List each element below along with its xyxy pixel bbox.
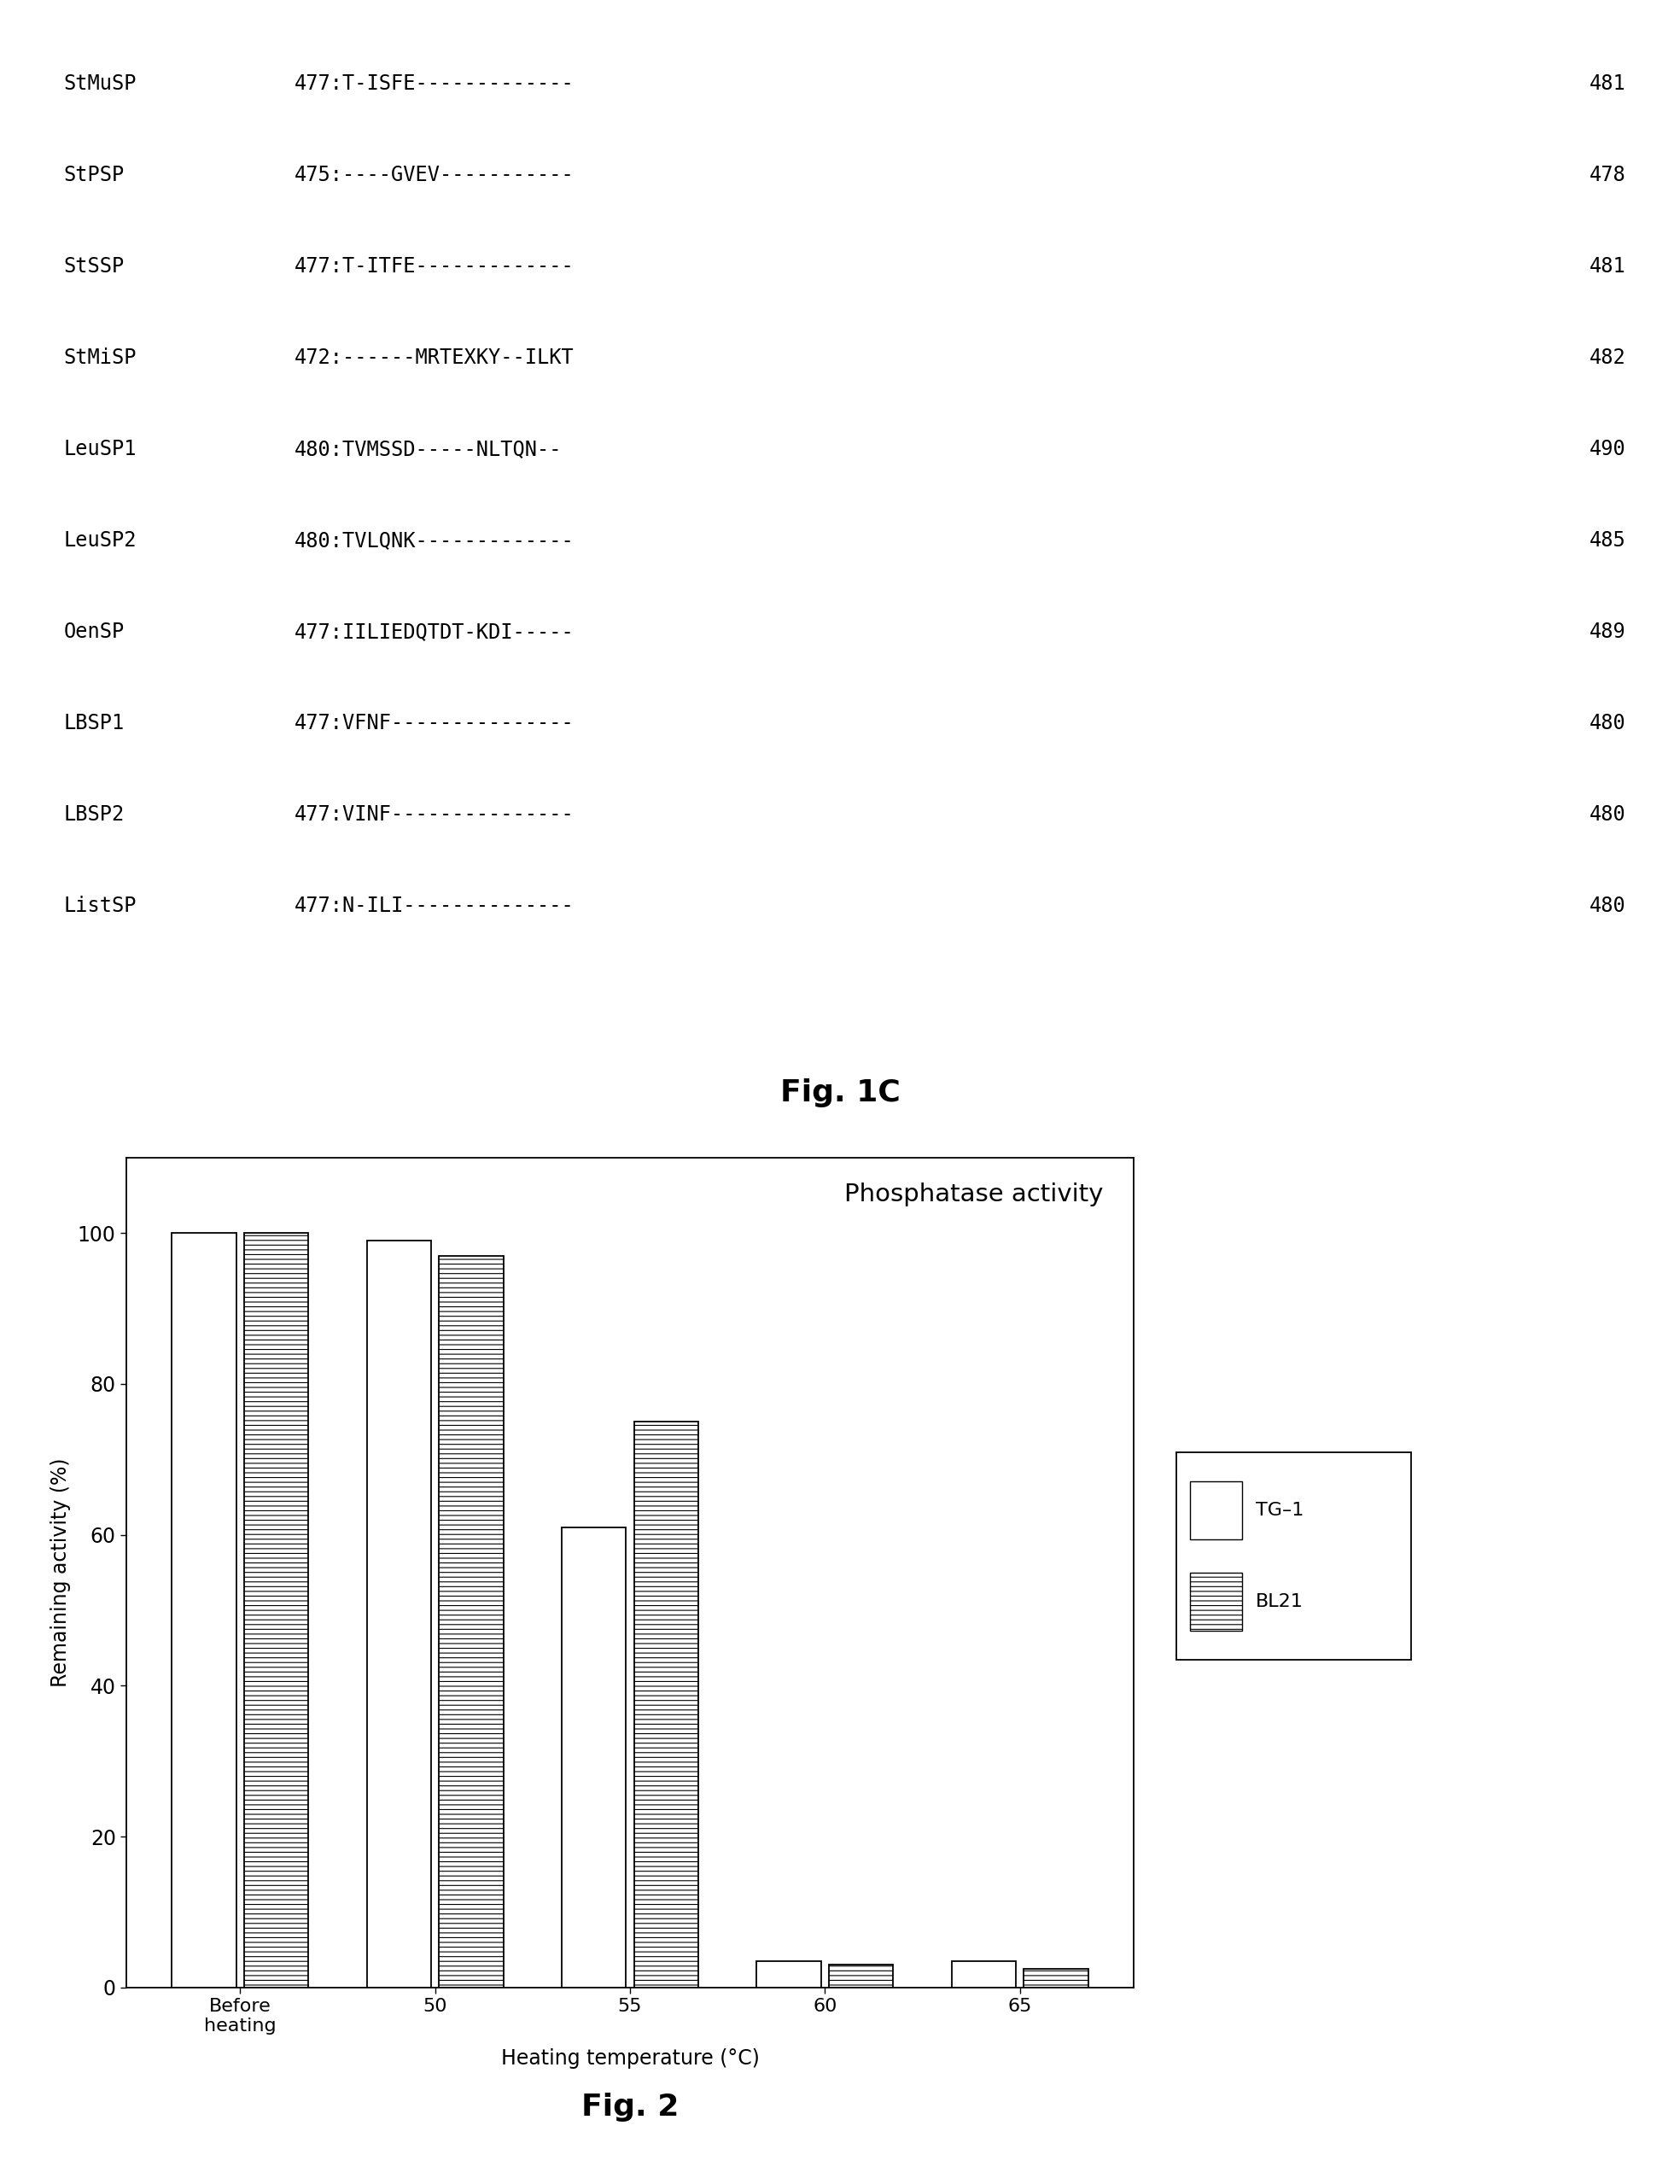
Text: 485: 485 bbox=[1589, 531, 1626, 550]
Text: Heating temperature (°C): Heating temperature (°C) bbox=[501, 2049, 759, 2068]
Bar bbox=[561, 1527, 627, 1987]
Bar bbox=[633, 1422, 699, 1987]
Text: 477:VINF---------------: 477:VINF--------------- bbox=[294, 804, 575, 826]
Bar bbox=[438, 1256, 504, 1987]
Bar bbox=[951, 1961, 1016, 1987]
Text: 477:VFNF---------------: 477:VFNF--------------- bbox=[294, 714, 575, 734]
Text: 480: 480 bbox=[1589, 895, 1626, 917]
Text: StMuSP: StMuSP bbox=[64, 74, 136, 94]
Text: LBSP1: LBSP1 bbox=[64, 714, 124, 734]
Text: StMiSP: StMiSP bbox=[64, 347, 136, 369]
Text: StPSP: StPSP bbox=[64, 166, 124, 186]
Text: 480:TVMSSD-----NLTQN--: 480:TVMSSD-----NLTQN-- bbox=[294, 439, 561, 459]
Bar bbox=[366, 1241, 432, 1987]
Text: 481: 481 bbox=[1589, 74, 1626, 94]
Text: 480: 480 bbox=[1589, 714, 1626, 734]
Y-axis label: Remaining activity (%): Remaining activity (%) bbox=[50, 1459, 71, 1686]
Text: TG–1: TG–1 bbox=[1257, 1503, 1304, 1520]
Text: Fig. 2: Fig. 2 bbox=[581, 2092, 679, 2121]
Text: 472:------MRTEXKY--ILKT: 472:------MRTEXKY--ILKT bbox=[294, 347, 575, 369]
Text: LeuSP2: LeuSP2 bbox=[64, 531, 136, 550]
Text: 477:T-ITFE-------------: 477:T-ITFE------------- bbox=[294, 256, 575, 277]
Text: 477:T-ISFE-------------: 477:T-ISFE------------- bbox=[294, 74, 575, 94]
Text: Phosphatase activity: Phosphatase activity bbox=[845, 1182, 1104, 1206]
Text: OenSP: OenSP bbox=[64, 622, 124, 642]
Bar bbox=[828, 1966, 894, 1987]
Text: 480: 480 bbox=[1589, 804, 1626, 826]
Text: LeuSP1: LeuSP1 bbox=[64, 439, 136, 459]
Bar bbox=[244, 1234, 309, 1987]
Text: 482: 482 bbox=[1589, 347, 1626, 369]
Text: 475:----GVEV-----------: 475:----GVEV----------- bbox=[294, 166, 575, 186]
Text: ListSP: ListSP bbox=[64, 895, 136, 917]
Bar bbox=[756, 1961, 822, 1987]
Text: BL21: BL21 bbox=[1257, 1592, 1304, 1610]
Text: StSSP: StSSP bbox=[64, 256, 124, 277]
Text: 490: 490 bbox=[1589, 439, 1626, 459]
Bar bbox=[1189, 1572, 1242, 1631]
Text: 477:N-ILI--------------: 477:N-ILI-------------- bbox=[294, 895, 575, 917]
Text: LBSP2: LBSP2 bbox=[64, 804, 124, 826]
Text: 477:IILIEDQTDT-KDI-----: 477:IILIEDQTDT-KDI----- bbox=[294, 622, 575, 642]
Text: 478: 478 bbox=[1589, 166, 1626, 186]
Bar bbox=[1189, 1481, 1242, 1540]
Text: 489: 489 bbox=[1589, 622, 1626, 642]
Text: 480:TVLQNK-------------: 480:TVLQNK------------- bbox=[294, 531, 575, 550]
Bar bbox=[171, 1234, 237, 1987]
Bar bbox=[1023, 1968, 1089, 1987]
Text: 481: 481 bbox=[1589, 256, 1626, 277]
Text: Fig. 1C: Fig. 1C bbox=[780, 1079, 900, 1107]
